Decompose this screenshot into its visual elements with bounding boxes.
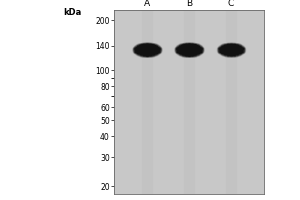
Text: B: B (0, 199, 1, 200)
Text: kDa: kDa (63, 8, 81, 17)
Text: A: A (144, 0, 150, 8)
Text: A: A (0, 199, 1, 200)
Text: B: B (186, 0, 192, 8)
Text: C: C (228, 0, 234, 8)
Text: C: C (0, 199, 1, 200)
